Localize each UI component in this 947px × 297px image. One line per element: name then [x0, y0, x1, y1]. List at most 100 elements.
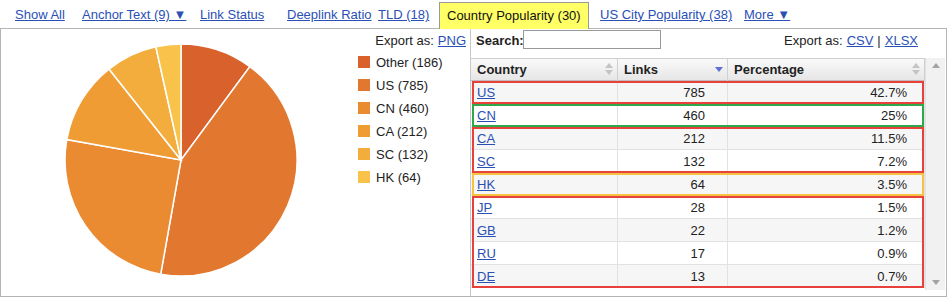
table-cell: 22	[618, 219, 728, 242]
pie-slice	[156, 44, 181, 160]
legend-swatch	[358, 125, 370, 137]
table-cell: GB	[471, 219, 618, 242]
tab[interactable]: Anchor Text (9) ▼	[82, 7, 186, 22]
legend-label: CA (212)	[376, 124, 427, 139]
export-label: Export as:	[784, 33, 843, 48]
country-link[interactable]: RU	[477, 246, 496, 261]
percentage-value: 3.5%	[877, 177, 907, 192]
table-cell: 132	[618, 150, 728, 173]
legend: Other (186)US (785)CN (460)CA (212)SC (1…	[358, 55, 442, 185]
legend-swatch	[358, 148, 370, 160]
legend-swatch	[358, 102, 370, 114]
country-link[interactable]: CN	[477, 108, 496, 123]
table-cell: 17	[618, 242, 728, 265]
sort-icon	[912, 70, 920, 75]
export-separator: |	[877, 33, 880, 48]
country-link[interactable]: CA	[477, 131, 495, 146]
table-cell: 212	[618, 127, 728, 150]
percentage-value: 0.9%	[877, 246, 907, 261]
country-link[interactable]: US	[477, 85, 495, 100]
tab[interactable]: Link Status	[200, 7, 264, 22]
tab[interactable]: Deeplink Ratio	[287, 7, 372, 22]
column-header[interactable]: Percentage	[728, 58, 925, 81]
links-value: 22	[691, 223, 705, 238]
links-value: 13	[691, 269, 705, 284]
country-link[interactable]: DE	[477, 269, 495, 284]
country-link[interactable]: HK	[477, 177, 495, 192]
tab-active[interactable]: Country Popularity (30)	[439, 2, 589, 29]
pie-chart: Other (186)US (785)CN (460)CA (212)SC (1…	[1, 29, 470, 295]
links-value: 785	[683, 85, 705, 100]
percentage-value: 1.5%	[877, 200, 907, 215]
table-cell: 7.2%	[728, 150, 925, 173]
table-cell: HK	[471, 173, 618, 196]
export-link[interactable]: CSV	[847, 33, 874, 48]
table-cell: 0.7%	[728, 265, 925, 288]
sort-icon	[912, 63, 920, 68]
highlight-box	[472, 127, 924, 173]
tab[interactable]: US City Popularity (38)	[600, 7, 732, 22]
links-value: 28	[691, 200, 705, 215]
table-cell: 1.2%	[728, 219, 925, 242]
table-cell: DE	[471, 265, 618, 288]
table-cell: 1.5%	[728, 196, 925, 219]
percentage-value: 7.2%	[877, 154, 907, 169]
export-label: Export as:	[375, 33, 434, 48]
links-value: 17	[691, 246, 705, 261]
table-cell: 64	[618, 173, 728, 196]
scroll-down	[932, 280, 940, 285]
legend-label: US (785)	[376, 78, 428, 93]
column-header[interactable]: Country	[471, 58, 618, 81]
country-link[interactable]: JP	[477, 200, 492, 215]
table-cell: 0.9%	[728, 242, 925, 265]
percentage-value: 25%	[881, 108, 907, 123]
search-label: Search:	[476, 33, 524, 48]
table-cell: 25%	[728, 104, 925, 127]
highlight-box	[472, 196, 924, 288]
column-header[interactable]: Links	[618, 58, 728, 81]
table-cell: 11.5%	[728, 127, 925, 150]
table-cell: 460	[618, 104, 728, 127]
links-value: 132	[683, 154, 705, 169]
table-cell: 785	[618, 81, 728, 104]
scrollbar[interactable]	[925, 58, 945, 290]
country-link[interactable]: GB	[477, 223, 496, 238]
percentage-value: 42.7%	[870, 85, 907, 100]
table-header	[471, 58, 925, 81]
scroll-up	[932, 63, 940, 68]
links-value: 212	[683, 131, 705, 146]
table-cell: JP	[471, 196, 618, 219]
sort-icon-active	[715, 67, 723, 72]
percentage-value: 11.5%	[871, 131, 907, 146]
table-cell: RU	[471, 242, 618, 265]
tab[interactable]: More ▼	[744, 7, 790, 22]
chart-export: Export as: PNG	[375, 33, 466, 48]
legend-swatch	[358, 56, 370, 68]
highlight-box	[472, 104, 924, 127]
pie-center	[65, 44, 297, 276]
legend-label: HK (64)	[376, 170, 421, 185]
export-link[interactable]: XLSX	[885, 33, 918, 48]
column-header-label: Links	[624, 62, 658, 77]
legend-swatch	[358, 171, 370, 183]
tab[interactable]: Show All	[15, 7, 65, 22]
table-export: Export as: CSV| XLSX	[784, 33, 918, 48]
table-cell: 3.5%	[728, 173, 925, 196]
page: Show All Anchor Text (9) ▼ Link Status Deep…	[0, 0, 947, 297]
export-link[interactable]: PNG	[438, 33, 466, 48]
highlight-box	[472, 81, 924, 104]
pie-slices	[65, 44, 297, 276]
column-header-label: Percentage	[734, 62, 804, 77]
percentage-value: 1.2%	[877, 223, 907, 238]
legend-label: SC (132)	[376, 147, 428, 162]
highlight-box	[472, 173, 924, 196]
table-cell: SC	[471, 150, 618, 173]
links-value: 460	[683, 108, 705, 123]
table-cell: 28	[618, 196, 728, 219]
legend-label: Other (186)	[376, 55, 442, 70]
legend-swatch	[358, 79, 370, 91]
sort-icon	[605, 70, 613, 75]
tab[interactable]: TLD (18)	[378, 7, 429, 22]
search-input[interactable]	[523, 30, 661, 49]
country-link[interactable]: SC	[477, 154, 495, 169]
